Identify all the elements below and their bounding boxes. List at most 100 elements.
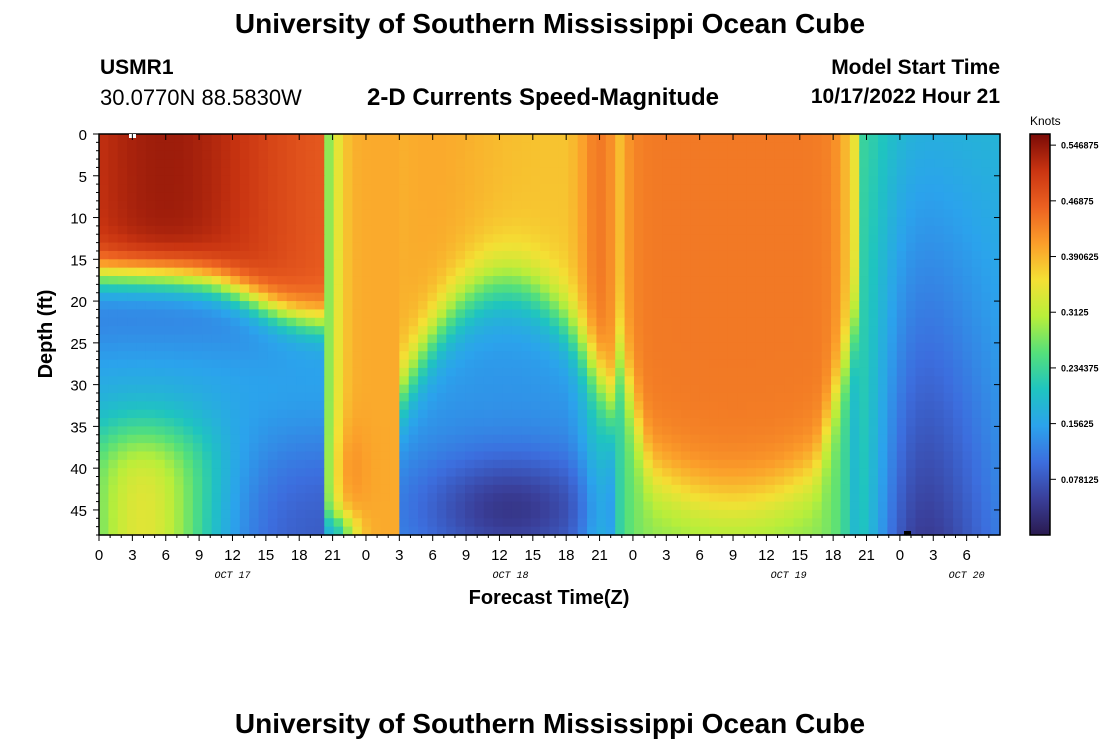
- heatmap-cell: [211, 134, 222, 143]
- heatmap-cell: [361, 292, 372, 302]
- heatmap-cell: [840, 225, 851, 235]
- heatmap-cell: [117, 217, 128, 227]
- heatmap-cell: [915, 150, 926, 160]
- heatmap-cell: [605, 509, 616, 519]
- heatmap-cell: [418, 334, 429, 344]
- heatmap-cell: [887, 159, 898, 169]
- heatmap-cell: [174, 259, 185, 269]
- heatmap-cell: [587, 342, 598, 352]
- heatmap-cell: [718, 409, 729, 419]
- heatmap-cell: [943, 309, 954, 319]
- heatmap-cell: [211, 484, 222, 494]
- heatmap-cell: [474, 317, 485, 327]
- heatmap-cell: [605, 150, 616, 160]
- heatmap-cell: [192, 259, 203, 269]
- heatmap-cell: [286, 192, 297, 202]
- heatmap-cell: [924, 184, 935, 194]
- heatmap-cell: [371, 217, 382, 227]
- heatmap-cell: [568, 342, 579, 352]
- heatmap-cell: [399, 292, 410, 302]
- heatmap-cell: [577, 142, 588, 152]
- heatmap-cell: [540, 484, 551, 494]
- heatmap-cell: [343, 526, 354, 536]
- heatmap-cell: [793, 518, 804, 528]
- heatmap-cell: [230, 376, 241, 386]
- heatmap-cell: [324, 501, 335, 511]
- heatmap-cell: [840, 418, 851, 427]
- heatmap-cell: [868, 342, 879, 352]
- heatmap-cell: [774, 468, 785, 478]
- heatmap-cell: [605, 159, 616, 169]
- heatmap-cell: [530, 225, 541, 235]
- heatmap-cell: [802, 401, 813, 411]
- heatmap-cell: [465, 526, 476, 536]
- heatmap-cell: [934, 142, 945, 152]
- heatmap-cell: [174, 418, 185, 427]
- heatmap-cell: [483, 225, 494, 235]
- heatmap-cell: [943, 443, 954, 453]
- heatmap-cell: [230, 418, 241, 427]
- heatmap-cell: [915, 401, 926, 411]
- heatmap-cell: [718, 459, 729, 469]
- heatmap-cell: [765, 326, 776, 336]
- heatmap-cell: [145, 142, 156, 152]
- heatmap-cell: [633, 484, 644, 494]
- heatmap-cell: [887, 493, 898, 503]
- heatmap-cell: [727, 242, 738, 252]
- heatmap-cell: [615, 451, 626, 461]
- heatmap-cell: [633, 167, 644, 177]
- heatmap-cell: [971, 392, 982, 402]
- heatmap-cell: [690, 259, 701, 269]
- heatmap-cell: [99, 459, 109, 469]
- heatmap-cell: [249, 376, 260, 386]
- heatmap-cell: [831, 134, 842, 143]
- heatmap-cell: [784, 359, 795, 369]
- heatmap-cell: [633, 326, 644, 336]
- heatmap-cell: [690, 418, 701, 427]
- heatmap-cell: [718, 334, 729, 344]
- heatmap-cell: [643, 434, 654, 444]
- heatmap-cell: [127, 184, 138, 194]
- heatmap-cell: [633, 468, 644, 478]
- heatmap-cell: [221, 200, 231, 210]
- heatmap-cell: [887, 468, 898, 478]
- heatmap-cell: [831, 326, 842, 336]
- heatmap-cell: [755, 317, 766, 327]
- heatmap-cell: [915, 200, 926, 210]
- heatmap-cell: [671, 150, 682, 160]
- heatmap-cell: [183, 309, 194, 319]
- heatmap-cell: [399, 334, 410, 344]
- heatmap-cell: [746, 401, 757, 411]
- heatmap-cell: [474, 418, 485, 427]
- heatmap-cell: [277, 175, 288, 185]
- heatmap-cell: [361, 217, 372, 227]
- heatmap-cell: [164, 259, 175, 269]
- heatmap-cell: [267, 326, 278, 336]
- heatmap-cell: [183, 242, 194, 252]
- heatmap-cell: [774, 225, 785, 235]
- heatmap-cell: [924, 159, 935, 169]
- heatmap-cell: [877, 351, 888, 361]
- heatmap-cell: [887, 301, 898, 311]
- heatmap-cell: [943, 409, 954, 419]
- heatmap-cell: [521, 259, 532, 269]
- heatmap-cell: [239, 142, 250, 152]
- heatmap-cell: [718, 384, 729, 394]
- heatmap-cell: [596, 326, 607, 336]
- heatmap-cell: [361, 509, 372, 519]
- heatmap-cell: [793, 184, 804, 194]
- heatmap-cell: [145, 342, 156, 352]
- heatmap-cell: [192, 217, 203, 227]
- heatmap-cell: [718, 284, 729, 294]
- heatmap-cell: [906, 518, 917, 528]
- heatmap-cell: [483, 192, 494, 202]
- heatmap-cell: [765, 225, 776, 235]
- heatmap-cell: [906, 276, 917, 285]
- heatmap-cell: [277, 159, 288, 169]
- heatmap-cell: [343, 334, 354, 344]
- heatmap-cell: [277, 392, 288, 402]
- heatmap-cell: [221, 484, 231, 494]
- heatmap-cell: [784, 493, 795, 503]
- heatmap-cell: [305, 167, 316, 177]
- heatmap-cell: [784, 384, 795, 394]
